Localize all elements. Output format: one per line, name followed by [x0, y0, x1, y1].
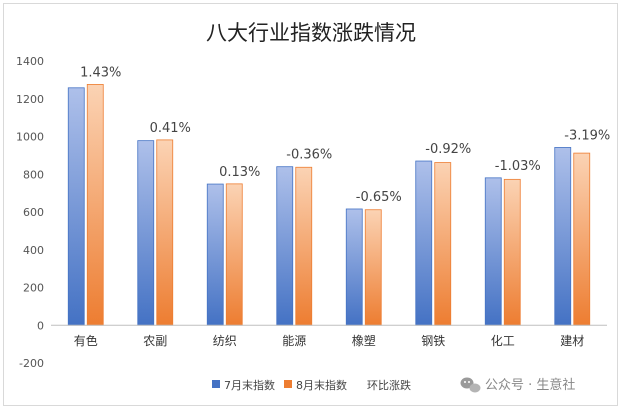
bar-july	[276, 166, 294, 326]
x-axis: 有色 农副 纺织 能源 橡塑 钢铁 化工 建材	[74, 333, 585, 348]
data-label: -3.19%	[564, 128, 610, 143]
legend-swatch-august	[284, 380, 292, 388]
y-tick-label: 800	[23, 168, 44, 181]
y-tick-label: 400	[23, 244, 44, 257]
bar-july	[137, 140, 155, 326]
data-label: -0.65%	[356, 190, 402, 205]
data-label: 1.43%	[80, 65, 121, 80]
legend-label-change: 环比涨跌	[367, 378, 411, 392]
y-tick-label: 600	[23, 206, 44, 219]
x-tick-label: 能源	[282, 334, 306, 348]
x-tick-label: 纺织	[213, 334, 237, 348]
y-tick-label: 1400	[16, 55, 44, 68]
bar-august	[503, 178, 521, 326]
x-tick-label: 橡塑	[352, 333, 376, 348]
bar-july	[415, 160, 433, 326]
x-tick-label: 钢铁	[421, 334, 445, 348]
bar-july	[484, 177, 502, 326]
bar-july	[206, 183, 224, 326]
legend: 7月末指数 8月末指数 环比涨跌	[212, 378, 411, 392]
legend-label-august: 8月末指数	[296, 378, 347, 392]
y-axis: -200 0 200 400 600 800 1000 1200 1400	[16, 55, 44, 370]
y-tick-label: 200	[23, 282, 44, 295]
data-label: 0.13%	[219, 165, 260, 180]
y-tick-label: 1000	[16, 131, 44, 144]
watermark-text: 公众号 · 生意社	[485, 377, 575, 393]
bar-july	[345, 208, 363, 326]
data-label: -0.92%	[425, 142, 471, 157]
data-label: -0.36%	[286, 148, 332, 163]
y-tick-label: 0	[37, 319, 44, 332]
data-label: -1.03%	[495, 159, 541, 174]
bar-august	[364, 209, 382, 326]
x-tick-label: 建材	[560, 334, 584, 348]
bar-august	[573, 152, 591, 326]
wechat-icon	[460, 377, 481, 393]
watermark: 公众号 · 生意社	[460, 377, 575, 393]
x-tick-label: 有色	[74, 334, 98, 348]
y-tick-label: 1200	[16, 93, 44, 106]
data-label: 0.41%	[150, 121, 191, 136]
bars	[67, 84, 591, 326]
chart-title: 八大行业指数涨跌情况	[206, 21, 416, 45]
legend-swatch-july	[212, 380, 220, 388]
bar-august	[295, 166, 313, 326]
x-tick-label: 化工	[491, 334, 515, 348]
y-tick-label: -200	[19, 357, 44, 370]
legend-label-july: 7月末指数	[224, 378, 275, 392]
bar-august	[86, 84, 104, 326]
bar-august	[434, 162, 452, 326]
bar-august	[156, 139, 174, 326]
bar-july	[67, 87, 85, 326]
x-tick-label: 农副	[143, 334, 167, 348]
data-labels: 1.43% 0.41% 0.13% -0.36% -0.65% -0.92% -1.03% -…	[80, 65, 610, 205]
bar-july	[554, 147, 572, 326]
bar-august	[225, 183, 243, 326]
